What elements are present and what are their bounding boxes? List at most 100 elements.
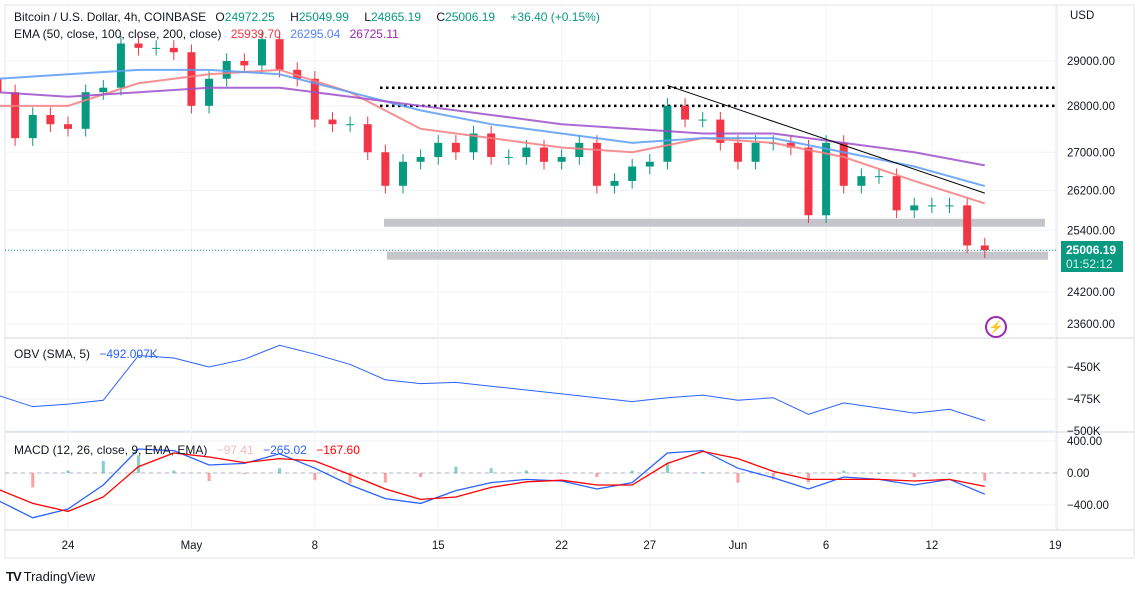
candle	[310, 78, 319, 120]
candle	[504, 157, 513, 159]
macd-histogram-bar	[701, 472, 705, 474]
open-label: O	[215, 10, 225, 24]
support-zone	[387, 251, 1048, 260]
time-tick-label: 15	[432, 540, 445, 552]
obv-value: −492.007K	[99, 347, 158, 361]
candle	[451, 142, 460, 153]
candle	[381, 152, 390, 186]
candle	[751, 142, 760, 162]
macd-tick-label: −400.00	[1067, 500, 1109, 512]
macd-histogram-bar	[66, 470, 70, 473]
time-tick-label: Jun	[729, 540, 748, 552]
candle	[469, 133, 478, 153]
candle	[487, 133, 496, 158]
candle	[575, 142, 584, 158]
candle	[540, 147, 549, 162]
macd-legend: MACD (12, 26, close, 9, EMA, EMA) −97.41…	[14, 443, 366, 457]
obv-tick-label: −500K	[1067, 426, 1101, 438]
candle	[892, 176, 901, 211]
open-value: 24972.25	[224, 10, 275, 24]
trendline	[667, 84, 985, 194]
candle	[205, 78, 214, 106]
candle	[663, 105, 672, 162]
candle	[346, 124, 355, 126]
candle	[945, 205, 954, 207]
macd-histogram-bar	[983, 473, 987, 481]
price-tick-label: 27000.00	[1067, 147, 1115, 159]
ohlc-low: L24865.19	[364, 10, 427, 24]
obv-legend: OBV (SMA, 5) −492.007K	[14, 347, 164, 361]
candle	[839, 142, 848, 186]
obv-tick-label: −475K	[1067, 394, 1101, 406]
candle	[293, 69, 302, 79]
macd-histogram-bar	[877, 473, 881, 474]
candle	[328, 119, 337, 125]
candle	[628, 166, 637, 181]
high-value: 25049.99	[298, 10, 349, 24]
candle	[522, 147, 531, 158]
candle	[804, 147, 813, 216]
ema-line-200	[0, 86, 985, 167]
candle	[716, 119, 725, 143]
candle	[963, 205, 972, 246]
time-tick-label: 6	[823, 540, 829, 552]
macd-line	[0, 448, 986, 519]
macd-histogram-bar	[313, 473, 317, 481]
ema-label: EMA (50, close, 100, close, 200, close)	[14, 27, 222, 41]
macd-histogram-bar	[806, 473, 810, 483]
bar-countdown: 01:52:12	[1066, 257, 1113, 271]
lightning-bolt-icon[interactable]: ⚡	[985, 316, 1007, 338]
candle	[822, 142, 831, 216]
ema-legend: EMA (50, close, 100, close, 200, close) …	[14, 27, 405, 41]
close-value: 25006.19	[445, 10, 496, 24]
macd-histogram-bar	[137, 455, 141, 473]
candle	[363, 124, 372, 153]
time-tick-label: 24	[62, 540, 75, 552]
macd-histogram-bar	[842, 470, 846, 473]
candle	[857, 176, 866, 186]
candle	[257, 39, 266, 66]
macd-histogram-bar	[665, 462, 669, 473]
ema100-value: 26295.04	[290, 27, 341, 41]
price-tick-label: 25400.00	[1067, 225, 1115, 237]
candle	[169, 47, 178, 53]
low-label: L	[364, 10, 371, 24]
macd-histogram-bar	[348, 473, 352, 484]
macd-histogram-bar	[101, 461, 105, 473]
last-price-tag: 25006.19 01:52:12	[1061, 241, 1123, 272]
macd-histogram-bar	[172, 470, 176, 473]
time-tick-label: May	[181, 540, 203, 552]
candle	[610, 180, 619, 186]
tradingview-logo-icon: TV	[6, 569, 22, 584]
high-label: H	[290, 10, 299, 24]
macd-histogram-bar	[419, 473, 423, 477]
candle	[398, 161, 407, 186]
macd-histogram-bar	[242, 473, 246, 474]
candle	[645, 161, 654, 167]
ema200-value: 26725.11	[349, 27, 399, 41]
main-legend: Bitcoin / U.S. Dollar, 4h, COINBASE O249…	[14, 10, 606, 24]
tradingview-logo[interactable]: TV TradingView	[6, 569, 95, 584]
candle	[786, 142, 795, 148]
candle	[927, 205, 936, 207]
time-tick-label: 8	[312, 540, 318, 552]
candle	[733, 142, 742, 162]
currency-label[interactable]: USD	[1070, 10, 1095, 22]
candle	[11, 92, 20, 139]
candle	[46, 114, 55, 125]
candle	[698, 119, 707, 121]
macd-signal-value: −167.60	[316, 443, 360, 457]
candle	[0, 79, 2, 93]
time-tick-label: 12	[925, 540, 938, 552]
macd-histogram-bar	[524, 470, 528, 473]
ema-line-100	[0, 68, 986, 188]
candle	[416, 157, 425, 162]
macd-hist-value: −97.41	[216, 443, 254, 457]
candle	[557, 157, 566, 162]
ema50-value: 25939.70	[230, 27, 281, 41]
close-label: C	[436, 10, 446, 24]
candle	[980, 245, 989, 251]
ema-line-50	[0, 68, 986, 205]
macd-histogram-bar	[383, 473, 387, 483]
